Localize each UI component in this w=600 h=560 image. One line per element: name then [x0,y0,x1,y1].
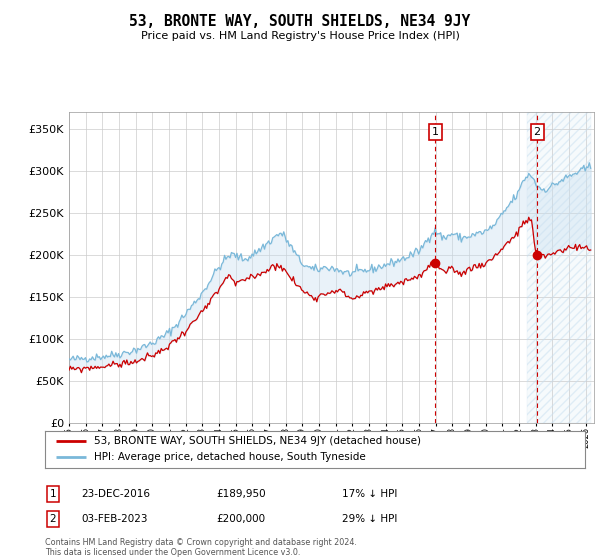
Text: 29% ↓ HPI: 29% ↓ HPI [342,514,397,524]
Text: 53, BRONTE WAY, SOUTH SHIELDS, NE34 9JY: 53, BRONTE WAY, SOUTH SHIELDS, NE34 9JY [130,14,470,29]
Text: 2: 2 [49,514,56,524]
Text: Contains HM Land Registry data © Crown copyright and database right 2024.
This d: Contains HM Land Registry data © Crown c… [45,538,357,557]
Text: 2: 2 [533,127,541,137]
Text: £200,000: £200,000 [216,514,265,524]
Text: £189,950: £189,950 [216,489,266,499]
Text: 17% ↓ HPI: 17% ↓ HPI [342,489,397,499]
Text: 1: 1 [49,489,56,499]
Text: Price paid vs. HM Land Registry's House Price Index (HPI): Price paid vs. HM Land Registry's House … [140,31,460,41]
Text: 53, BRONTE WAY, SOUTH SHIELDS, NE34 9JY (detached house): 53, BRONTE WAY, SOUTH SHIELDS, NE34 9JY … [94,436,421,446]
Text: 03-FEB-2023: 03-FEB-2023 [81,514,148,524]
Text: 1: 1 [432,127,439,137]
Text: HPI: Average price, detached house, South Tyneside: HPI: Average price, detached house, Sout… [94,452,365,463]
Text: 23-DEC-2016: 23-DEC-2016 [81,489,150,499]
